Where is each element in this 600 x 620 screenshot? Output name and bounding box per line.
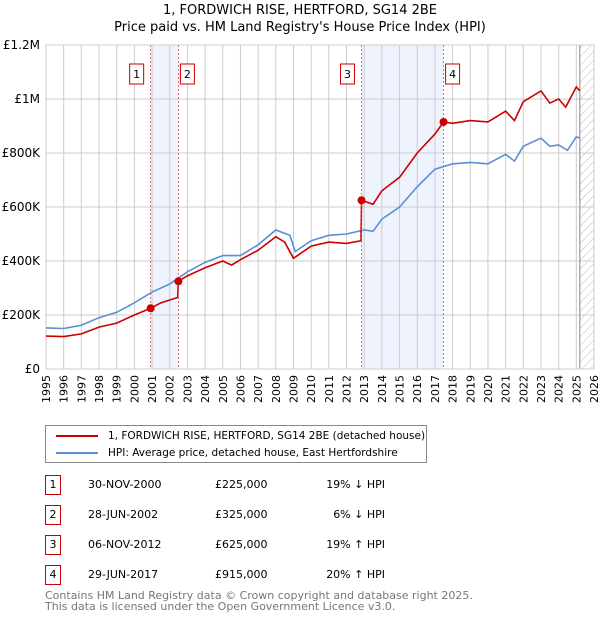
sale-marker-box [340,63,356,85]
sale-number-badge: 1 [45,475,61,495]
sale-point [146,304,155,313]
x-tick-label: 2022 [517,375,530,403]
x-tick-label: 1996 [58,375,71,403]
x-tick-label: 1998 [93,375,106,403]
x-tick-label: 2008 [270,375,283,403]
sale-marker-label: 2 [184,68,191,81]
x-tick-label: 2000 [128,375,141,403]
legend-swatch [56,435,98,437]
x-tick-label: 2020 [482,375,495,403]
x-tick-label: 2021 [500,375,513,403]
y-tick-label: £0 [25,362,40,376]
legend-item-property: 1, FORDWICH RISE, HERTFORD, SG14 2BE (de… [56,428,425,444]
sale-marker-box [129,63,145,85]
x-tick-label: 2013 [358,375,371,403]
x-tick-label: 2004 [199,375,212,403]
sale-hpi-diff: 6% ↓ HPI [333,508,385,521]
x-tick-label: 1997 [75,375,88,403]
footer: Contains HM Land Registry data © Crown c… [45,590,473,612]
sale-hpi-diff: 19% ↓ HPI [326,478,385,491]
x-tick-label: 2015 [394,375,407,403]
sale-point [439,117,448,126]
y-tick-label: £800K [2,146,42,160]
x-tick-label: 2024 [553,375,566,403]
y-tick-label: £600K [2,200,42,214]
y-tick-label: £400K [2,254,42,268]
sale-number-badge: 3 [45,535,61,555]
x-tick-label: 2019 [464,375,477,403]
sale-number-badge: 4 [45,565,61,585]
x-tick-label: 2017 [429,375,442,403]
x-tick-label: 2009 [287,375,300,403]
y-tick-label: £1M [14,92,40,106]
sale-price: £625,000 [215,538,268,551]
footer-line: This data is licensed under the Open Gov… [45,600,396,613]
sale-price: £915,000 [215,568,268,581]
sale-row: 4 29-JUN-2017 £915,000 20% ↑ HPI [45,565,385,585]
x-tick-label: 2023 [535,375,548,403]
sale-date: 06-NOV-2012 [88,538,162,551]
sale-date: 29-JUN-2017 [88,568,159,581]
chart-subtitle: Price paid vs. HM Land Registry's House … [114,20,486,35]
x-tick-label: 2012 [341,375,354,403]
x-tick-label: 2010 [305,375,318,403]
sale-date: 30-NOV-2000 [88,478,162,491]
plot-border [45,44,595,370]
x-tick-label: 2001 [146,375,159,403]
x-tick-label: 2003 [181,375,194,403]
x-tick-label: 2016 [411,375,424,403]
plot-area: 1995 1996 1997 1998 1999 2000 2001 2002 2003 2004… [2,38,600,403]
sale-marker-label: 1 [133,68,140,81]
chart-title: 1, FORDWICH RISE, HERTFORD, SG14 2BE [163,3,437,18]
x-tick-label: 2002 [164,375,177,403]
sale-price: £225,000 [215,478,268,491]
sale-marker-label: 4 [449,68,456,81]
sale-point [357,196,366,205]
y-tick-label: £200K [2,308,42,322]
x-tick-label: 2018 [447,375,460,403]
x-tick-label: 2025 [570,375,583,403]
legend-label: 1, FORDWICH RISE, HERTFORD, SG14 2BE (de… [108,430,426,442]
sale-point [174,277,183,286]
sale-hpi-diff: 20% ↑ HPI [326,568,385,581]
x-tick-label: 2011 [323,375,336,403]
footer-line: Contains HM Land Registry data © Crown c… [45,589,473,602]
sale-marker-box [179,63,195,85]
sale-price: £325,000 [215,508,268,521]
y-tick-label: £1.2M [3,38,40,52]
x-tick-label: 2005 [217,375,230,403]
sale-hpi-diff: 19% ↑ HPI [326,538,385,551]
legend-swatch [56,452,98,454]
sale-row: 2 28-JUN-2002 £325,000 6% ↓ HPI [45,505,385,525]
x-tick-label: 1995 [40,375,53,403]
sale-row: 1 30-NOV-2000 £225,000 19% ↓ HPI [45,475,385,495]
x-tick-label: 2026 [588,375,600,403]
x-tick-label: 2007 [252,375,265,403]
x-tick-label: 2014 [376,375,389,403]
sale-number-badge: 2 [45,505,61,525]
x-tick-label: 1999 [111,375,124,403]
sale-marker-label: 3 [344,68,351,81]
property-price-line [45,85,581,338]
sale-marker-box [445,63,461,85]
hpi-line [45,135,581,330]
x-tick-label: 2006 [234,375,247,403]
legend-item-hpi: HPI: Average price, detached house, East… [56,445,398,461]
legend: 1, FORDWICH RISE, HERTFORD, SG14 2BE (de… [45,425,427,463]
sale-row: 3 06-NOV-2012 £625,000 19% ↑ HPI [45,535,385,555]
legend-label: HPI: Average price, detached house, East… [108,447,398,459]
sale-date: 28-JUN-2002 [88,508,159,521]
